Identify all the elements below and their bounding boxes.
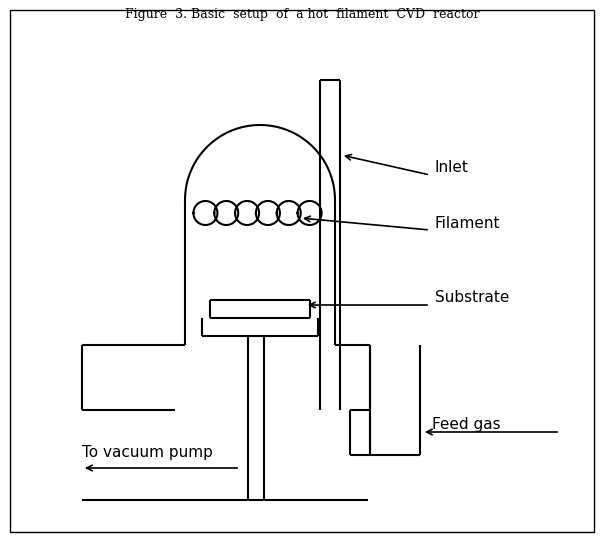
Text: Filament: Filament xyxy=(435,216,501,230)
Text: Feed gas: Feed gas xyxy=(432,417,501,433)
Text: Substrate: Substrate xyxy=(435,291,509,306)
Text: Inlet: Inlet xyxy=(435,160,469,176)
Text: Figure  3. Basic  setup  of  a hot  filament  CVD  reactor: Figure 3. Basic setup of a hot filament … xyxy=(125,8,479,21)
Text: To vacuum pump: To vacuum pump xyxy=(82,446,213,461)
